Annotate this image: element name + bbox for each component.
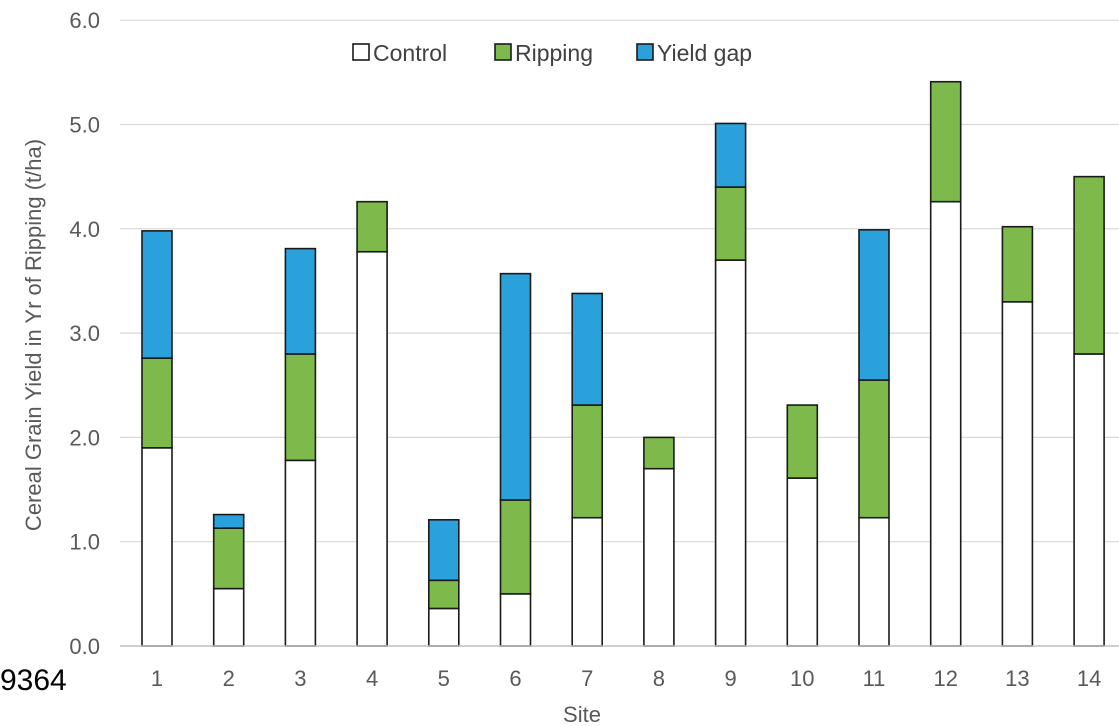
x-tick-label: 2 bbox=[223, 666, 235, 691]
bar-segment-control bbox=[141, 447, 173, 647]
bar-segment-ripping bbox=[786, 404, 819, 479]
x-tick-labels: 1 2 3 4 5 6 7 8 9 10 11 12 13 14 bbox=[151, 666, 1101, 691]
x-tick-label: 11 bbox=[863, 666, 886, 691]
bar-segment-ripping bbox=[141, 357, 173, 449]
x-tick-label: 7 bbox=[581, 666, 593, 691]
bar-segment-yield-gap bbox=[499, 272, 532, 501]
stray-number-text: 9364 bbox=[0, 664, 67, 697]
y-tick-label: 6.0 bbox=[69, 8, 100, 33]
bar-segment-ripping bbox=[212, 527, 245, 590]
bar-segment-control bbox=[1001, 301, 1034, 647]
bar-segment-control bbox=[427, 607, 460, 647]
bar-segment-yield-gap bbox=[858, 229, 890, 381]
bar-segment-yield-gap bbox=[427, 518, 460, 582]
bar-segment-ripping bbox=[1001, 225, 1034, 303]
bar-segment-yield-gap bbox=[212, 513, 245, 529]
bar-segment-ripping bbox=[929, 80, 962, 203]
bar-segment-ripping bbox=[1073, 175, 1105, 355]
y-tick-label: 0.0 bbox=[69, 634, 100, 659]
bar-segment-control bbox=[858, 516, 890, 647]
legend-label: Yield gap bbox=[657, 40, 752, 66]
y-axis-title: Cereal Grain Yield in Yr of Ripping (t/h… bbox=[21, 139, 46, 531]
bar-segment-control bbox=[643, 467, 675, 647]
legend: Control Ripping Yield gap bbox=[352, 40, 752, 66]
x-tick-label: 8 bbox=[653, 666, 665, 691]
x-tick-label: 3 bbox=[294, 666, 306, 691]
y-tick-labels: 0.0 1.0 2.0 3.0 4.0 5.0 6.0 bbox=[69, 8, 100, 659]
y-tick-label: 2.0 bbox=[69, 425, 100, 450]
legend-swatch bbox=[494, 43, 512, 61]
bar-segment-ripping bbox=[356, 200, 388, 253]
x-tick-label: 13 bbox=[1005, 666, 1029, 691]
bar-segment-ripping bbox=[571, 404, 604, 519]
bar-segment-control bbox=[284, 459, 317, 647]
y-tick-label: 5.0 bbox=[69, 113, 100, 138]
y-tick-label: 1.0 bbox=[69, 530, 100, 555]
x-tick-label: 14 bbox=[1077, 666, 1101, 691]
x-tick-label: 9 bbox=[724, 666, 736, 691]
bar-segment-control bbox=[212, 587, 245, 647]
bar-segment-yield-gap bbox=[141, 230, 173, 359]
bar-segment-yield-gap bbox=[714, 122, 747, 188]
bar-segment-control bbox=[714, 259, 747, 647]
x-tick-label: 4 bbox=[366, 666, 378, 691]
bar-segment-control bbox=[499, 593, 532, 647]
legend-swatch bbox=[636, 43, 654, 61]
legend-swatch bbox=[352, 43, 370, 61]
bar-segment-yield-gap bbox=[571, 292, 604, 406]
bars bbox=[141, 80, 1105, 647]
bar-segment-ripping bbox=[427, 579, 460, 610]
bar-segment-control bbox=[356, 250, 388, 647]
x-tick-label: 5 bbox=[438, 666, 450, 691]
legend-label: Control bbox=[373, 40, 447, 66]
bar-segment-ripping bbox=[284, 353, 317, 462]
bar-segment-ripping bbox=[858, 379, 890, 519]
x-tick-label: 12 bbox=[933, 666, 957, 691]
legend-label: Ripping bbox=[515, 40, 593, 66]
bar-segment-control bbox=[571, 516, 604, 647]
x-tick-label: 6 bbox=[509, 666, 521, 691]
bar-segment-ripping bbox=[714, 186, 747, 261]
bar-segment-control bbox=[929, 200, 962, 647]
x-tick-label: 10 bbox=[790, 666, 814, 691]
bar-segment-control bbox=[1073, 353, 1105, 647]
bar-segment-ripping bbox=[499, 499, 532, 595]
gridlines bbox=[120, 19, 1119, 543]
y-tick-label: 3.0 bbox=[69, 321, 100, 346]
y-tick-label: 4.0 bbox=[69, 217, 100, 242]
bar-segment-yield-gap bbox=[284, 247, 317, 355]
x-tick-label: 1 bbox=[151, 666, 163, 691]
bar-segment-control bbox=[786, 477, 819, 647]
x-axis-title: Site bbox=[563, 702, 601, 726]
bar-segment-ripping bbox=[643, 436, 675, 470]
